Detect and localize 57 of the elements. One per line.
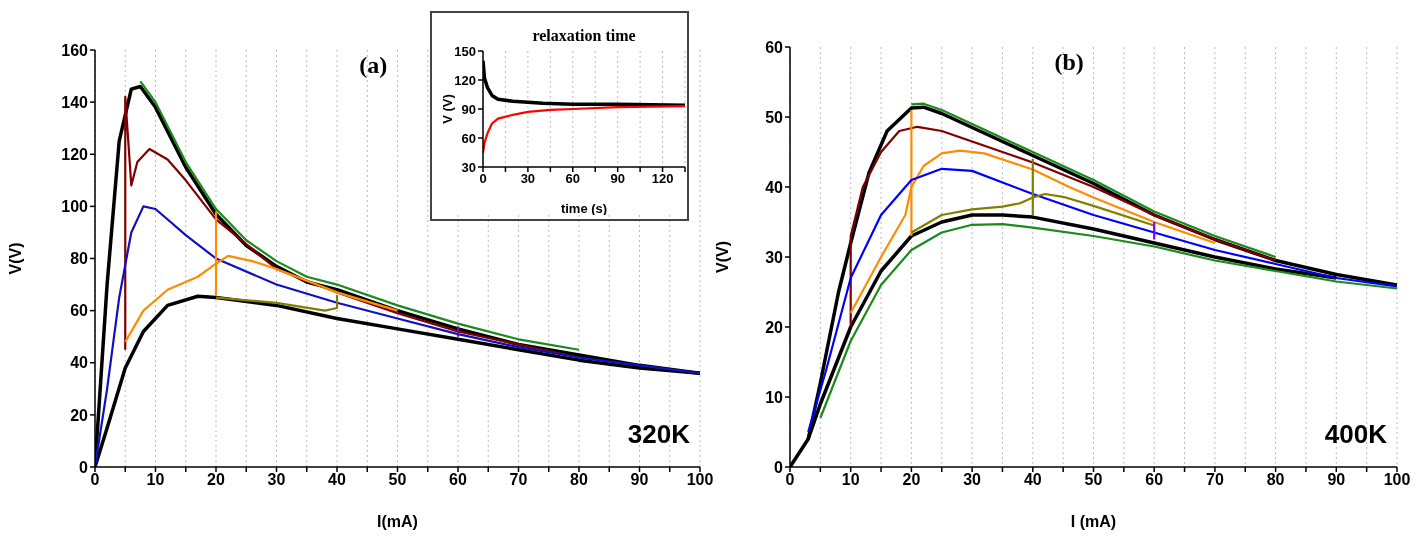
y-tick-label: 0 <box>774 458 784 476</box>
x-tick-label: 20 <box>207 471 225 489</box>
x-tick-label: 0 <box>479 171 487 187</box>
y-tick-label: 100 <box>61 198 89 216</box>
x-tick-label: 30 <box>267 471 286 489</box>
x-tick-label: 0 <box>785 471 795 489</box>
x-axis-title: I (mA) <box>1070 513 1117 530</box>
annotation: (a) <box>358 52 389 79</box>
annotation: 400K <box>1324 419 1387 450</box>
x-tick-label: 40 <box>328 471 346 489</box>
y-tick-label: 50 <box>765 108 784 126</box>
y-tick-label: 120 <box>61 145 89 163</box>
y-tick-label: 10 <box>765 388 784 406</box>
x-tick-label: 30 <box>963 471 982 489</box>
x-axis-title: time (s) <box>560 201 608 216</box>
x-tick-label: 20 <box>902 471 921 489</box>
y-tick-label: 20 <box>765 318 784 336</box>
y-tick-label: 80 <box>70 250 89 268</box>
x-tick-label: 10 <box>146 471 165 489</box>
x-tick-label: 100 <box>686 471 714 489</box>
y-tick-label: 60 <box>70 302 89 320</box>
x-tick-label: 50 <box>388 471 407 489</box>
x-tick-label: 80 <box>570 471 588 489</box>
x-tick-label: 90 <box>1327 471 1346 489</box>
annotation: 320K <box>627 419 690 450</box>
x-tick-label: 0 <box>90 471 100 489</box>
annotation: (b) <box>1053 49 1085 76</box>
y-tick-label: 60 <box>461 130 476 146</box>
y-tick-label: 40 <box>70 354 89 372</box>
x-tick-label: 70 <box>509 471 528 489</box>
x-tick-label: 70 <box>1206 471 1224 489</box>
x-tick-label: 90 <box>610 171 625 187</box>
x-tick-label: 10 <box>841 471 860 489</box>
y-tick-label: 90 <box>461 101 476 117</box>
y-tick-label: 20 <box>70 406 89 424</box>
x-tick-label: 80 <box>1266 471 1285 489</box>
x-tick-label: 40 <box>1023 471 1042 489</box>
x-tick-label: 60 <box>1145 471 1164 489</box>
y-tick-label: 160 <box>61 41 89 59</box>
x-tick-label: 30 <box>520 171 536 187</box>
y-tick-label: 30 <box>765 248 784 266</box>
y-tick-label: 60 <box>765 38 784 56</box>
x-tick-label: 90 <box>630 471 649 489</box>
chart-title: relaxation time <box>531 27 637 45</box>
x-tick-label: 50 <box>1084 471 1103 489</box>
x-tick-label: 60 <box>565 171 581 187</box>
y-axis-title: V (V) <box>439 94 455 124</box>
y-tick-label: 0 <box>79 458 89 476</box>
x-tick-label: 100 <box>1383 471 1411 489</box>
y-tick-label: 120 <box>454 72 476 88</box>
x-tick-label: 120 <box>651 171 674 187</box>
x-axis-title: I(mA) <box>377 513 418 530</box>
y-tick-label: 30 <box>461 159 476 175</box>
y-tick-label: 140 <box>61 93 89 111</box>
y-axis-title: V(V) <box>713 241 731 273</box>
y-tick-label: 150 <box>454 43 476 59</box>
y-axis-title: V(V) <box>6 242 24 275</box>
